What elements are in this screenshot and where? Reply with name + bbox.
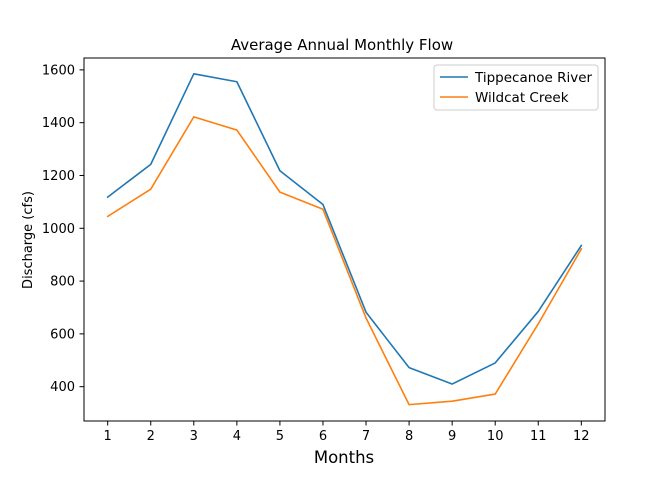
y-tick-label: 600 <box>50 327 75 342</box>
x-tick-label: 11 <box>530 429 547 444</box>
x-tick-label: 5 <box>276 429 284 444</box>
y-tick-label: 400 <box>50 380 75 395</box>
series-lines <box>106 73 583 406</box>
x-tick-label: 2 <box>147 429 155 444</box>
x-axis-label: Months <box>314 448 374 467</box>
x-tick-label: 1 <box>104 429 112 444</box>
x-tick-label: 6 <box>319 429 327 444</box>
legend-label: Wildcat Creek <box>475 90 569 106</box>
y-tick-label: 1200 <box>42 169 75 184</box>
axes-frame <box>83 57 606 422</box>
series-line-wildcat-creek <box>106 116 583 406</box>
y-tick-label: 1600 <box>42 63 75 78</box>
y-tick-label: 1400 <box>42 116 75 131</box>
x-tick-label: 7 <box>362 429 370 444</box>
x-tick-label: 10 <box>487 429 504 444</box>
x-tick-label: 9 <box>448 429 456 444</box>
y-axis-ticks: 400 600 800 1000 1200 1400 1600 <box>42 63 84 395</box>
x-tick-label: 8 <box>405 429 413 444</box>
legend-box <box>433 64 599 111</box>
x-tick-label: 12 <box>573 429 590 444</box>
plot-area <box>83 57 606 422</box>
x-tick-label: 3 <box>190 429 198 444</box>
series-line-tippecanoe-river <box>106 73 583 385</box>
legend-label: Tippecanoe River <box>474 70 593 86</box>
x-axis-ticks: 1 2 3 4 5 6 7 8 9 10 11 12 <box>104 421 590 444</box>
legend: Tippecanoe River Wildcat Creek <box>433 64 599 111</box>
chart-title: Average Annual Monthly Flow <box>231 36 453 54</box>
y-tick-label: 1000 <box>42 222 75 237</box>
y-axis-label: Discharge (cfs) <box>21 191 36 289</box>
x-tick-label: 4 <box>233 429 241 444</box>
y-tick-label: 800 <box>50 275 75 290</box>
